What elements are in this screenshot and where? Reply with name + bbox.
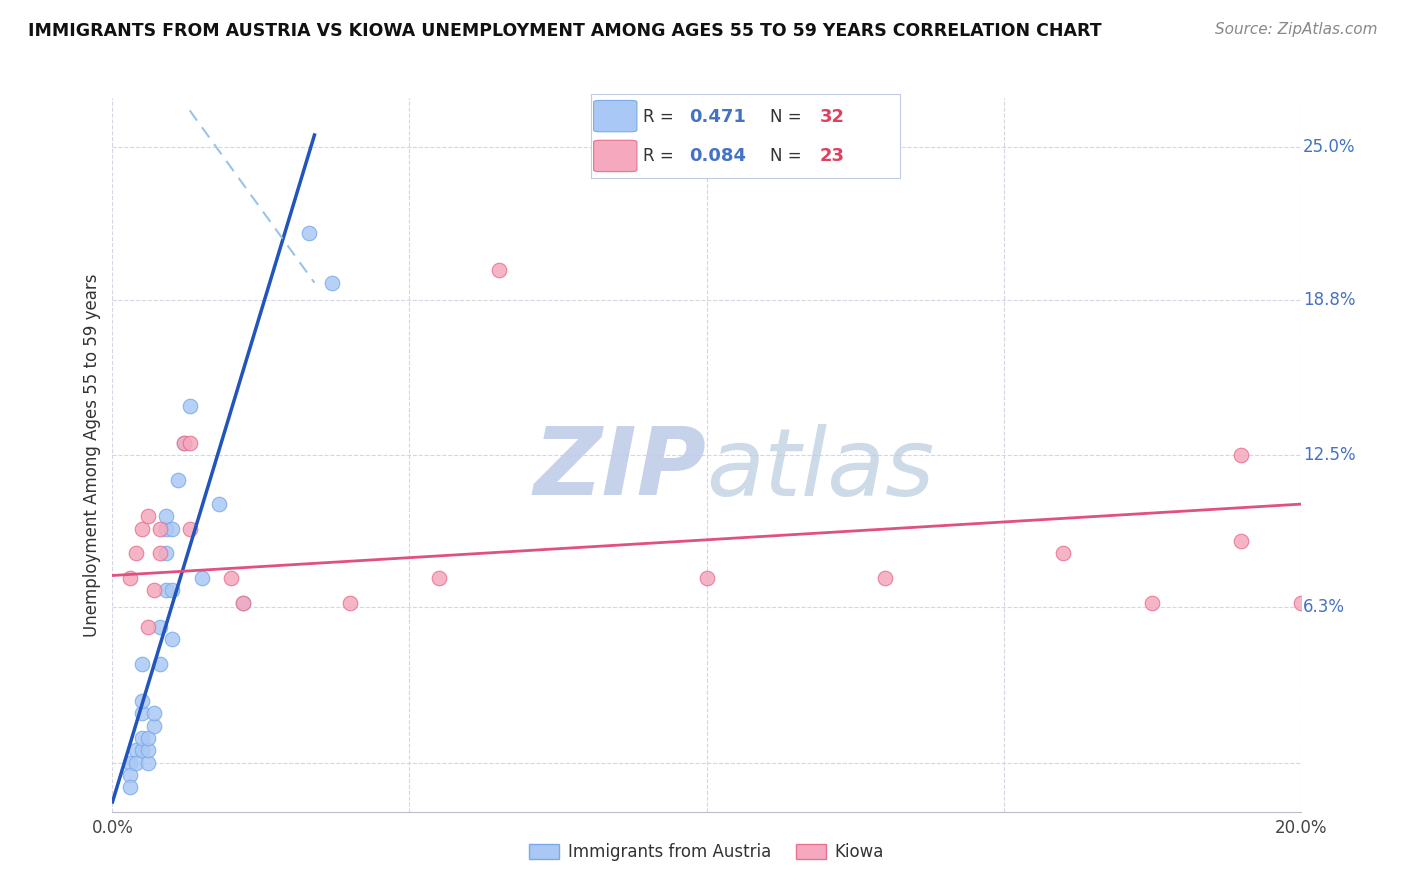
Text: R =: R = [643, 147, 679, 165]
Text: R =: R = [643, 108, 679, 126]
Point [427, 571, 450, 585]
Text: IMMIGRANTS FROM AUSTRIA VS KIOWA UNEMPLOYMENT AMONG AGES 55 TO 59 YEARS CORRELAT: IMMIGRANTS FROM AUSTRIA VS KIOWA UNEMPLO… [28, 22, 1102, 40]
Point [160, 632, 183, 647]
Point [125, 756, 148, 770]
Point [131, 706, 153, 721]
Point [696, 571, 718, 585]
Point [131, 522, 153, 536]
Point [179, 435, 201, 450]
Point [143, 706, 166, 721]
Point [166, 473, 188, 487]
Text: 18.8%: 18.8% [1303, 291, 1355, 309]
Point [208, 497, 231, 511]
Text: 6.3%: 6.3% [1303, 599, 1346, 616]
Point [131, 657, 153, 671]
Point [232, 596, 254, 610]
Point [143, 583, 166, 598]
Point [136, 731, 159, 745]
Point [149, 546, 172, 560]
Text: 25.0%: 25.0% [1303, 138, 1355, 156]
Point [136, 620, 159, 634]
Point [155, 583, 177, 598]
Text: 23: 23 [820, 147, 845, 165]
Point [173, 435, 195, 450]
Point [155, 522, 177, 536]
Point [136, 756, 159, 770]
Point [131, 743, 153, 757]
Point [143, 718, 166, 732]
Point [339, 596, 361, 610]
Text: 32: 32 [820, 108, 845, 126]
Text: 12.5%: 12.5% [1303, 446, 1355, 464]
Point [160, 522, 183, 536]
Point [136, 509, 159, 524]
Point [179, 522, 201, 536]
Text: atlas: atlas [707, 424, 935, 515]
Text: N =: N = [770, 108, 807, 126]
Point [149, 620, 172, 634]
Text: N =: N = [770, 147, 807, 165]
Point [125, 743, 148, 757]
Point [297, 227, 319, 241]
Point [120, 571, 142, 585]
Point [232, 596, 254, 610]
FancyBboxPatch shape [593, 140, 637, 171]
Point [125, 546, 148, 560]
Point [179, 399, 201, 413]
Point [1140, 596, 1163, 610]
Point [1230, 534, 1253, 549]
Point [1052, 546, 1074, 560]
Point [160, 583, 183, 598]
Text: Source: ZipAtlas.com: Source: ZipAtlas.com [1215, 22, 1378, 37]
Point [155, 546, 177, 560]
Point [219, 571, 242, 585]
Point [155, 509, 177, 524]
Point [120, 768, 142, 782]
Point [131, 694, 153, 708]
Text: 0.084: 0.084 [689, 147, 747, 165]
Point [873, 571, 896, 585]
Point [149, 522, 172, 536]
Text: ZIP: ZIP [534, 423, 707, 516]
Point [149, 657, 172, 671]
Point [120, 756, 142, 770]
Point [1289, 596, 1312, 610]
Point [131, 731, 153, 745]
Y-axis label: Unemployment Among Ages 55 to 59 years: Unemployment Among Ages 55 to 59 years [83, 273, 101, 637]
Point [1230, 448, 1253, 462]
FancyBboxPatch shape [593, 101, 637, 132]
Point [173, 435, 195, 450]
Text: 0.471: 0.471 [689, 108, 747, 126]
Point [321, 276, 343, 290]
Point [488, 263, 510, 277]
Point [190, 571, 212, 585]
Legend: Immigrants from Austria, Kiowa: Immigrants from Austria, Kiowa [523, 837, 890, 868]
Point [120, 780, 142, 794]
Point [136, 743, 159, 757]
